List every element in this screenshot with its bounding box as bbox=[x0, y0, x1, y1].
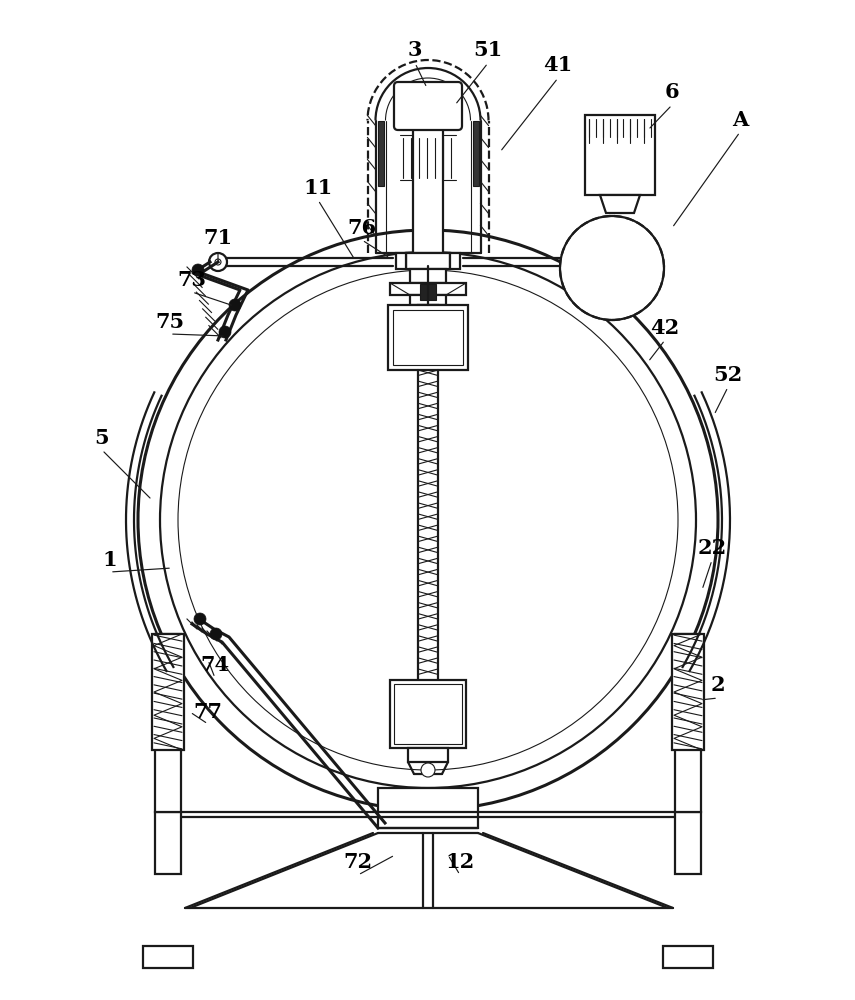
Text: 12: 12 bbox=[445, 852, 475, 872]
Circle shape bbox=[178, 270, 678, 770]
Bar bbox=[390, 680, 466, 748]
Polygon shape bbox=[600, 195, 640, 213]
Bar bbox=[413, 120, 443, 253]
Bar bbox=[675, 812, 701, 874]
Circle shape bbox=[209, 253, 227, 271]
Text: 2: 2 bbox=[711, 675, 725, 695]
Text: 1: 1 bbox=[103, 550, 117, 570]
Bar bbox=[410, 295, 446, 305]
Text: 75: 75 bbox=[156, 312, 185, 332]
Bar bbox=[378, 120, 384, 186]
Circle shape bbox=[160, 252, 696, 788]
Bar bbox=[378, 788, 478, 828]
FancyBboxPatch shape bbox=[394, 82, 462, 130]
Circle shape bbox=[138, 230, 718, 810]
Text: 41: 41 bbox=[544, 55, 573, 75]
Bar bbox=[672, 634, 704, 750]
Bar bbox=[406, 253, 450, 269]
Text: 76: 76 bbox=[347, 218, 376, 238]
Circle shape bbox=[627, 253, 645, 271]
Circle shape bbox=[421, 763, 435, 777]
Text: 73: 73 bbox=[178, 270, 207, 290]
Circle shape bbox=[210, 628, 222, 640]
Bar bbox=[155, 634, 181, 812]
Circle shape bbox=[633, 259, 639, 265]
Bar bbox=[396, 253, 406, 269]
Bar bbox=[675, 634, 701, 812]
Bar bbox=[152, 634, 184, 750]
Bar bbox=[663, 946, 713, 968]
Text: A: A bbox=[732, 110, 748, 130]
Circle shape bbox=[194, 613, 206, 625]
Circle shape bbox=[560, 216, 664, 320]
Circle shape bbox=[219, 326, 231, 338]
Bar bbox=[600, 242, 624, 254]
Text: 74: 74 bbox=[200, 655, 229, 675]
Bar bbox=[388, 305, 468, 370]
Bar bbox=[418, 305, 438, 320]
Circle shape bbox=[229, 299, 241, 311]
Text: 42: 42 bbox=[651, 318, 680, 338]
Text: 51: 51 bbox=[474, 40, 503, 60]
Bar bbox=[450, 253, 460, 269]
Text: 77: 77 bbox=[193, 702, 222, 722]
Text: 11: 11 bbox=[304, 178, 333, 198]
Circle shape bbox=[192, 264, 204, 276]
Bar bbox=[596, 224, 628, 242]
Bar bbox=[420, 284, 436, 300]
Text: 72: 72 bbox=[344, 852, 373, 872]
Bar bbox=[394, 684, 462, 744]
Circle shape bbox=[215, 259, 221, 265]
Bar bbox=[410, 269, 446, 283]
Text: 71: 71 bbox=[203, 228, 233, 248]
Bar bbox=[473, 120, 479, 186]
Bar bbox=[155, 812, 181, 874]
Text: 6: 6 bbox=[664, 82, 680, 102]
Text: 3: 3 bbox=[408, 40, 422, 60]
Bar bbox=[408, 748, 448, 762]
Bar bbox=[390, 283, 466, 295]
Text: 22: 22 bbox=[698, 538, 727, 558]
Bar bbox=[143, 946, 193, 968]
Text: 5: 5 bbox=[95, 428, 109, 448]
Bar bbox=[393, 310, 463, 365]
Text: 52: 52 bbox=[713, 365, 743, 385]
Bar bbox=[585, 115, 655, 195]
